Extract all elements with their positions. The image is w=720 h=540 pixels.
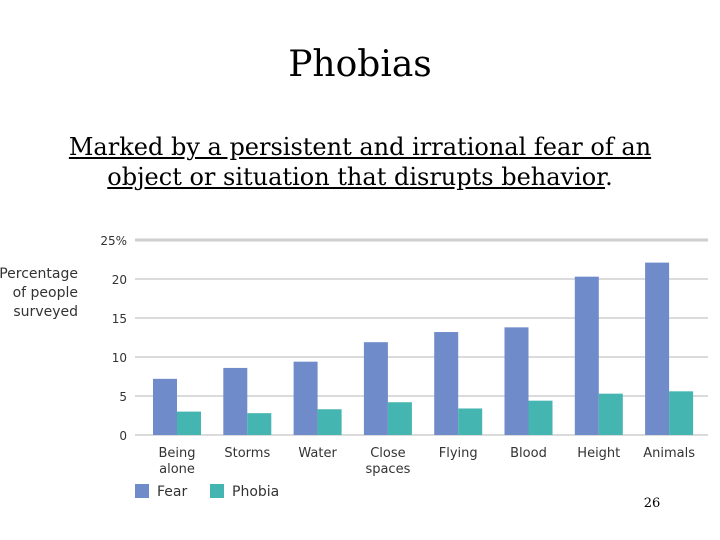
x-tick-label: Animals: [643, 446, 695, 461]
y-axis-label: surveyed: [13, 304, 78, 320]
bar-phobia: [598, 393, 623, 435]
y-tick-label: 10: [112, 351, 127, 365]
bar-phobia: [458, 408, 483, 435]
bar-fear: [223, 367, 248, 435]
phobia-bar-chart: 0 5 10 15 20 25% Percentage of people surveyed Be…: [0, 225, 720, 515]
bar-phobia: [387, 402, 412, 435]
bar-phobia: [247, 413, 272, 435]
legend-label-fear: Fear: [157, 484, 187, 500]
y-tick-label: 25%: [100, 234, 127, 248]
legend-swatch-fear: [135, 484, 149, 498]
y-tick-label: 0: [119, 429, 127, 443]
y-axis-label: Percentage: [0, 266, 78, 282]
bar-phobia: [528, 400, 553, 435]
legend-swatch-phobia: [210, 484, 224, 498]
bar-fear: [645, 262, 670, 435]
subtitle-line-1-text: Marked by a persistent and irrational fe…: [68, 133, 652, 161]
subtitle-line-2: object or situation that disrupts behavi…: [40, 162, 680, 192]
bar-phobia: [317, 409, 342, 435]
y-tick-label: 20: [112, 273, 127, 287]
bar-phobia: [669, 391, 694, 435]
x-tick-label: Water: [298, 446, 337, 461]
y-axis-label: of people: [13, 285, 78, 301]
subtitle-line-2-period: .: [605, 163, 613, 191]
slide-subtitle: Marked by a persistent and irrational fe…: [40, 132, 680, 192]
bar-fear: [363, 342, 388, 435]
x-tick-label: alone: [159, 462, 195, 477]
bar-fear: [434, 332, 459, 435]
y-tick-label: 15: [112, 312, 127, 326]
bar-fear: [153, 378, 177, 435]
chart-svg: 0 5 10 15 20 25% Percentage of people surveyed Be…: [0, 234, 708, 500]
x-tick-label: Blood: [510, 446, 547, 461]
legend-label-phobia: Phobia: [232, 484, 279, 500]
subtitle-line-1: Marked by a persistent and irrational fe…: [40, 132, 680, 162]
bar-fear: [574, 276, 599, 435]
x-tick-label: Being: [158, 446, 195, 461]
bar-fear: [504, 327, 529, 435]
bar-phobia: [177, 411, 201, 435]
x-tick-label: Storms: [224, 446, 270, 461]
x-tick-label: Flying: [439, 446, 478, 461]
slide-title: Phobias: [288, 44, 432, 85]
y-tick-label: 5: [119, 390, 127, 404]
bar-fear: [293, 361, 318, 435]
x-tick-label: Close: [370, 446, 405, 461]
x-tick-label: spaces: [365, 462, 410, 477]
x-tick-label: Height: [577, 446, 620, 461]
subtitle-line-2-text: object or situation that disrupts behavi…: [107, 163, 606, 191]
page-number: 26: [643, 496, 661, 511]
